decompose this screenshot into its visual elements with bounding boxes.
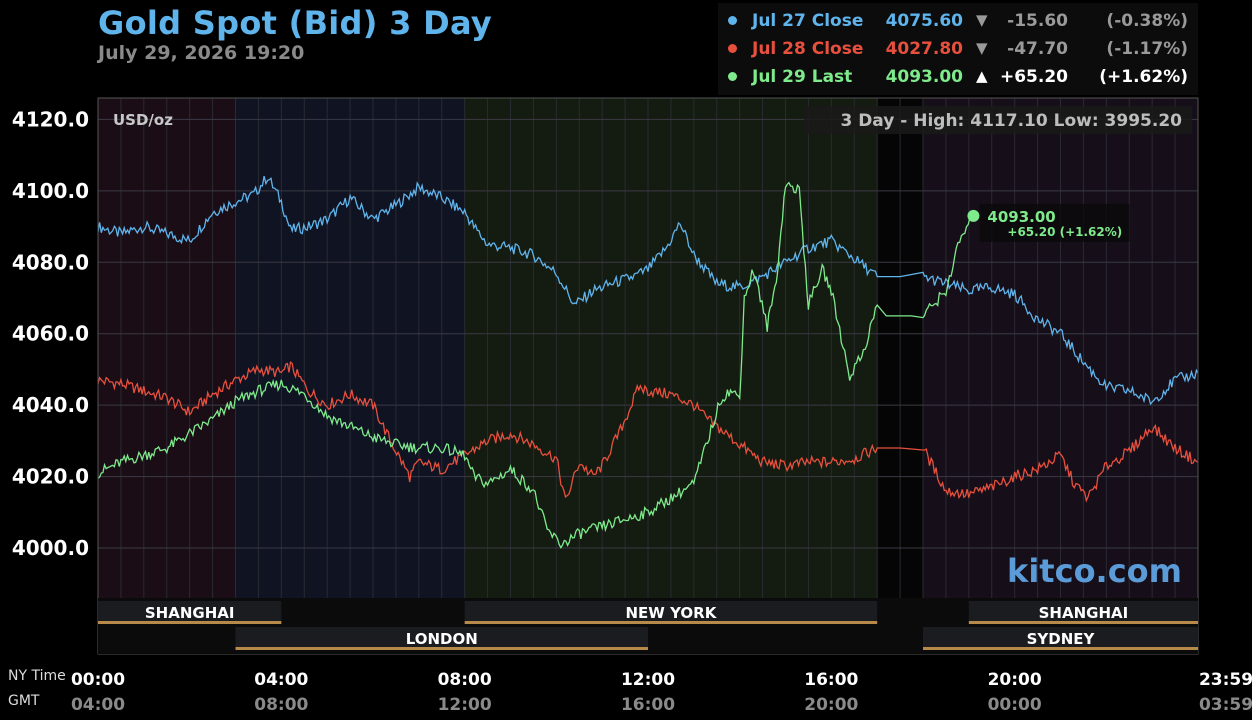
x-tick-ny: 08:00 bbox=[438, 670, 492, 690]
x-tick-gmt: 04:00 bbox=[71, 695, 125, 715]
legend-series-value: 4027.80 bbox=[885, 39, 963, 59]
y-tick-label: 4060.0 bbox=[12, 322, 89, 346]
x-tick-ny: 04:00 bbox=[254, 670, 308, 690]
x-tick-ny: 16:00 bbox=[804, 670, 858, 690]
y-tick-label: 4040.0 bbox=[12, 393, 89, 417]
session-label: SYDNEY bbox=[1027, 630, 1096, 648]
series-line-jul-28-close bbox=[98, 361, 1198, 503]
session-block bbox=[923, 627, 1198, 649]
session-bar bbox=[235, 647, 648, 650]
y-tick-label: 4100.0 bbox=[12, 179, 89, 203]
kitco-watermark: kitco.com bbox=[1007, 552, 1182, 590]
x-tick-ny: 20:00 bbox=[988, 670, 1042, 690]
last-value-label: 4093.00 bbox=[987, 208, 1055, 226]
legend-dot-icon bbox=[728, 44, 737, 53]
y-tick-label: 4120.0 bbox=[12, 107, 89, 131]
legend-row-jul29[interactable]: Jul 29 Last 4093.00 ▲ +65.20 (+1.62%) bbox=[718, 63, 1198, 91]
legend-dot-icon bbox=[728, 16, 737, 25]
last-change-label: +65.20 (+1.62%) bbox=[1007, 225, 1122, 239]
session-block bbox=[98, 601, 282, 623]
chart-date: July 29, 2026 19:20 bbox=[98, 42, 305, 64]
legend-change: +65.20 bbox=[999, 67, 1068, 87]
ny-time-label: NY Time bbox=[8, 668, 66, 684]
series-line-jul-29-last bbox=[98, 181, 974, 550]
y-tick-label: 4000.0 bbox=[12, 536, 89, 560]
x-tick-gmt: 00:00 bbox=[988, 695, 1042, 715]
legend-series-value: 4093.00 bbox=[885, 67, 963, 87]
legend: Jul 27 Close 4075.60 ▼ -15.60 (-0.38%) J… bbox=[718, 3, 1198, 95]
session-label: NEW YORK bbox=[626, 604, 718, 622]
unit-label: USD/oz bbox=[113, 111, 173, 129]
last-value-box bbox=[979, 203, 1130, 242]
legend-percent: (+1.62%) bbox=[1099, 67, 1188, 87]
legend-change: -47.70 bbox=[1007, 39, 1068, 59]
session-label: SHANGHAI bbox=[1039, 604, 1129, 622]
down-arrow-icon: ▼ bbox=[976, 11, 988, 29]
legend-series-name: Jul 29 Last bbox=[752, 67, 853, 87]
x-tick-gmt: 12:00 bbox=[438, 695, 492, 715]
x-tick-gmt: 16:00 bbox=[621, 695, 675, 715]
x-tick-ny: 00:00 bbox=[71, 670, 125, 690]
legend-percent: (-0.38%) bbox=[1106, 11, 1188, 31]
session-label: SHANGHAI bbox=[145, 604, 235, 622]
y-tick-label: 4080.0 bbox=[12, 250, 89, 274]
session-block bbox=[464, 601, 878, 623]
legend-series-name: Jul 28 Close bbox=[752, 39, 864, 59]
chart-title: Gold Spot (Bid) 3 Day bbox=[98, 4, 493, 42]
x-tick-gmt: 03:59 bbox=[1199, 695, 1252, 715]
legend-series-value: 4075.60 bbox=[885, 11, 963, 31]
legend-dot-icon bbox=[728, 72, 737, 81]
session-bar bbox=[464, 621, 878, 624]
session-block bbox=[968, 601, 1198, 623]
x-tick-gmt: 20:00 bbox=[804, 695, 858, 715]
hilo-label: 3 Day - High: 4117.10 Low: 3995.20 bbox=[840, 111, 1182, 131]
last-point-marker bbox=[967, 209, 980, 222]
session-label: LONDON bbox=[406, 630, 478, 648]
up-arrow-icon: ▲ bbox=[976, 67, 988, 85]
x-tick-ny: 12:00 bbox=[621, 670, 675, 690]
x-tick-gmt: 08:00 bbox=[254, 695, 308, 715]
legend-change: -15.60 bbox=[1007, 11, 1068, 31]
y-tick-label: 4020.0 bbox=[12, 465, 89, 489]
series-line-jul-27-close bbox=[98, 175, 1198, 406]
legend-series-name: Jul 27 Close bbox=[752, 11, 864, 31]
x-tick-ny: 23:59 bbox=[1199, 670, 1252, 690]
legend-row-jul27[interactable]: Jul 27 Close 4075.60 ▼ -15.60 (-0.38%) bbox=[718, 7, 1198, 35]
legend-percent: (-1.17%) bbox=[1106, 39, 1188, 59]
session-block bbox=[235, 627, 648, 649]
legend-row-jul28[interactable]: Jul 28 Close 4027.80 ▼ -47.70 (-1.17%) bbox=[718, 35, 1198, 63]
session-bar bbox=[923, 647, 1198, 650]
gmt-label: GMT bbox=[8, 693, 40, 709]
session-bar bbox=[98, 621, 282, 624]
hilo-box bbox=[804, 106, 1192, 134]
down-arrow-icon: ▼ bbox=[976, 39, 988, 57]
session-bar bbox=[968, 621, 1198, 624]
